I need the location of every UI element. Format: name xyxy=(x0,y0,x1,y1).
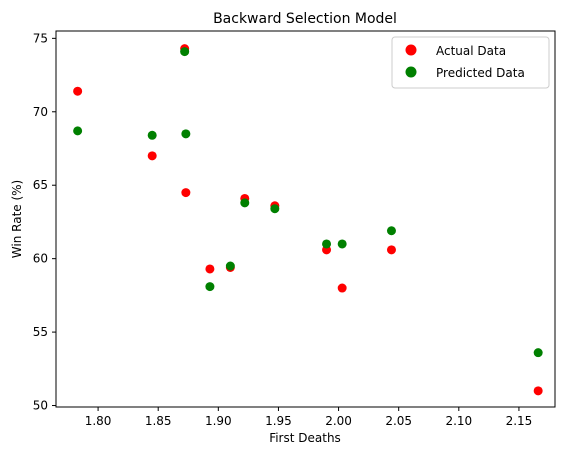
point-predicted-data-7 xyxy=(270,204,280,214)
legend-marker-actual xyxy=(405,44,417,56)
point-predicted-data-0 xyxy=(73,126,83,136)
chart-title: Backward Selection Model xyxy=(213,11,397,27)
x-tick-label: 1.80 xyxy=(85,414,112,428)
x-tick-label: 2.05 xyxy=(385,414,412,428)
point-predicted-data-6 xyxy=(240,198,250,208)
point-predicted-data-8 xyxy=(322,239,332,249)
point-predicted-data-11 xyxy=(533,348,543,358)
point-predicted-data-9 xyxy=(337,239,347,249)
x-tick-label: 2.15 xyxy=(506,414,533,428)
legend-label-actual: Actual Data xyxy=(436,44,506,58)
x-axis: 1.80 1.85 1.90 1.95 2.00 2.05 2.10 2.15 xyxy=(85,407,533,428)
points-layer xyxy=(73,44,543,396)
y-tick-label: 50 xyxy=(33,399,48,413)
y-tick-label: 60 xyxy=(33,252,48,266)
legend: Actual Data Predicted Data xyxy=(391,36,550,89)
point-actual-data-4 xyxy=(205,264,215,274)
point-actual-data-9 xyxy=(337,283,347,293)
x-tick-label: 1.90 xyxy=(205,414,232,428)
legend-box xyxy=(391,36,550,89)
y-tick-label: 70 xyxy=(33,105,48,119)
point-actual-data-11 xyxy=(533,386,543,396)
point-predicted-data-2 xyxy=(180,47,190,57)
point-predicted-data-10 xyxy=(386,226,396,236)
plot-area-frame xyxy=(55,30,556,408)
legend-marker-predicted xyxy=(405,66,417,78)
y-axis-label: Win Rate (%) xyxy=(10,180,24,258)
point-actual-data-10 xyxy=(386,245,396,255)
legend-label-predicted: Predicted Data xyxy=(436,66,525,80)
x-tick-label: 2.00 xyxy=(325,414,352,428)
y-tick-label: 75 xyxy=(33,31,48,45)
point-predicted-data-1 xyxy=(147,130,157,140)
y-axis: 50 55 60 65 70 75 xyxy=(33,31,56,413)
point-predicted-data-4 xyxy=(205,282,215,292)
point-actual-data-0 xyxy=(73,86,83,96)
x-tick-label: 2.10 xyxy=(445,414,472,428)
point-actual-data-1 xyxy=(147,151,157,161)
point-predicted-data-3 xyxy=(181,129,191,139)
point-predicted-data-5 xyxy=(225,261,235,271)
x-tick-label: 1.85 xyxy=(145,414,172,428)
y-tick-label: 55 xyxy=(33,325,48,339)
x-axis-label: First Deaths xyxy=(269,431,341,445)
point-actual-data-3 xyxy=(181,188,191,198)
x-tick-label: 1.95 xyxy=(265,414,292,428)
y-tick-label: 65 xyxy=(33,178,48,192)
